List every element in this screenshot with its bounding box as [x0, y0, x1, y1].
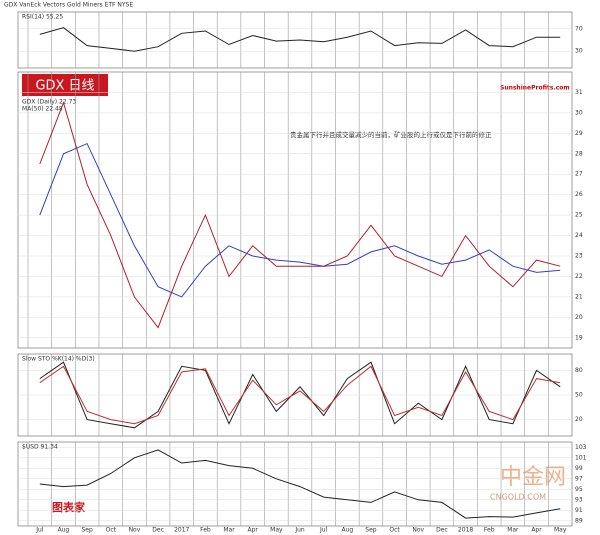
- x-tick-label: Sep: [365, 527, 377, 534]
- panel-title: Slow STO %K(14) %D(3): [22, 356, 95, 363]
- y-tick-label: 103: [575, 444, 587, 451]
- y-tick-label: 31: [575, 89, 583, 96]
- x-tick-label: Oct: [106, 527, 117, 534]
- series-line: [39, 361, 561, 429]
- y-tick-label: 101: [575, 454, 587, 461]
- y-tick-label: 89: [575, 517, 583, 524]
- watermark: 中金网: [500, 465, 566, 490]
- x-tick-label: Jun: [294, 527, 305, 534]
- y-tick-label: 29: [575, 130, 583, 137]
- x-tick-label: Apr: [248, 527, 259, 534]
- legend-entry: MA(50) 22.48: [22, 106, 63, 113]
- series-line: [39, 365, 561, 425]
- panel-title: RSI(14) 55.25: [22, 14, 63, 21]
- panel-title: $USD 91.34: [22, 444, 58, 451]
- y-tick-label: 27: [575, 171, 583, 178]
- y-tick-label: 50: [575, 392, 583, 399]
- y-tick-label: 20: [575, 416, 583, 423]
- x-tick-label: Jul: [35, 527, 44, 534]
- logo: 图表家: [52, 500, 86, 514]
- y-tick-label: 93: [575, 496, 583, 503]
- series-line: [39, 101, 561, 329]
- x-tick-label: 2018: [458, 527, 473, 534]
- legend-entry: GDX (Daily) 22.73: [22, 99, 76, 106]
- y-tick-label: 20: [575, 314, 583, 321]
- x-tick-label: Dec: [436, 527, 448, 534]
- x-tick-label: Jul: [319, 527, 328, 534]
- y-tick-label: 24: [575, 232, 583, 239]
- y-tick-label: 70: [575, 25, 583, 32]
- y-tick-label: 21: [575, 293, 583, 300]
- panel-frame: [17, 11, 573, 69]
- y-tick-label: 26: [575, 191, 583, 198]
- annotation: 贵金属下行并且成交量减少的当前，矿业股的上行或仅是下行前的修正: [290, 130, 492, 139]
- x-tick-label: Mar: [507, 527, 519, 534]
- chart-title: GDX VanEck Vectors Gold Miners ETF NYSE: [4, 2, 133, 9]
- series-line: [39, 27, 561, 52]
- y-tick-label: 19: [575, 334, 583, 341]
- x-tick-label: 2017: [174, 527, 189, 534]
- panel-frame: [17, 71, 573, 349]
- x-tick-label: Aug: [341, 527, 353, 534]
- x-tick-label: Sep: [81, 527, 93, 534]
- badge: GDX 日线: [35, 79, 94, 94]
- y-tick-label: 25: [575, 212, 583, 219]
- x-tick-label: Feb: [484, 527, 495, 534]
- y-tick-label: 80: [575, 367, 583, 374]
- x-tick-label: Oct: [389, 527, 400, 534]
- y-tick-label: 97: [575, 475, 583, 482]
- x-tick-label: Apr: [531, 527, 542, 534]
- x-tick-label: May: [270, 527, 283, 534]
- y-tick-label: 22: [575, 273, 583, 280]
- y-tick-label: 28: [575, 150, 583, 157]
- x-tick-label: Feb: [200, 527, 211, 534]
- y-tick-label: 23: [575, 253, 583, 260]
- y-tick-label: 30: [575, 48, 583, 55]
- source: SunshineProfits.com: [500, 85, 570, 92]
- y-tick-label: 91: [575, 507, 583, 514]
- x-tick-label: Nov: [129, 527, 141, 534]
- panel-frame: [17, 441, 573, 527]
- watermark-url: CNGOLD.COM: [490, 493, 546, 502]
- x-tick-label: May: [554, 527, 567, 534]
- y-tick-label: 99: [575, 465, 583, 472]
- series-line: [39, 449, 561, 519]
- badge-box: [22, 74, 108, 96]
- series-line: [39, 142, 561, 298]
- x-tick-label: Dec: [152, 527, 164, 534]
- y-tick-label: 95: [575, 486, 583, 493]
- x-tick-label: Mar: [223, 527, 235, 534]
- y-tick-label: 30: [575, 109, 583, 116]
- x-tick-label: Aug: [58, 527, 70, 534]
- x-tick-label: Nov: [412, 527, 424, 534]
